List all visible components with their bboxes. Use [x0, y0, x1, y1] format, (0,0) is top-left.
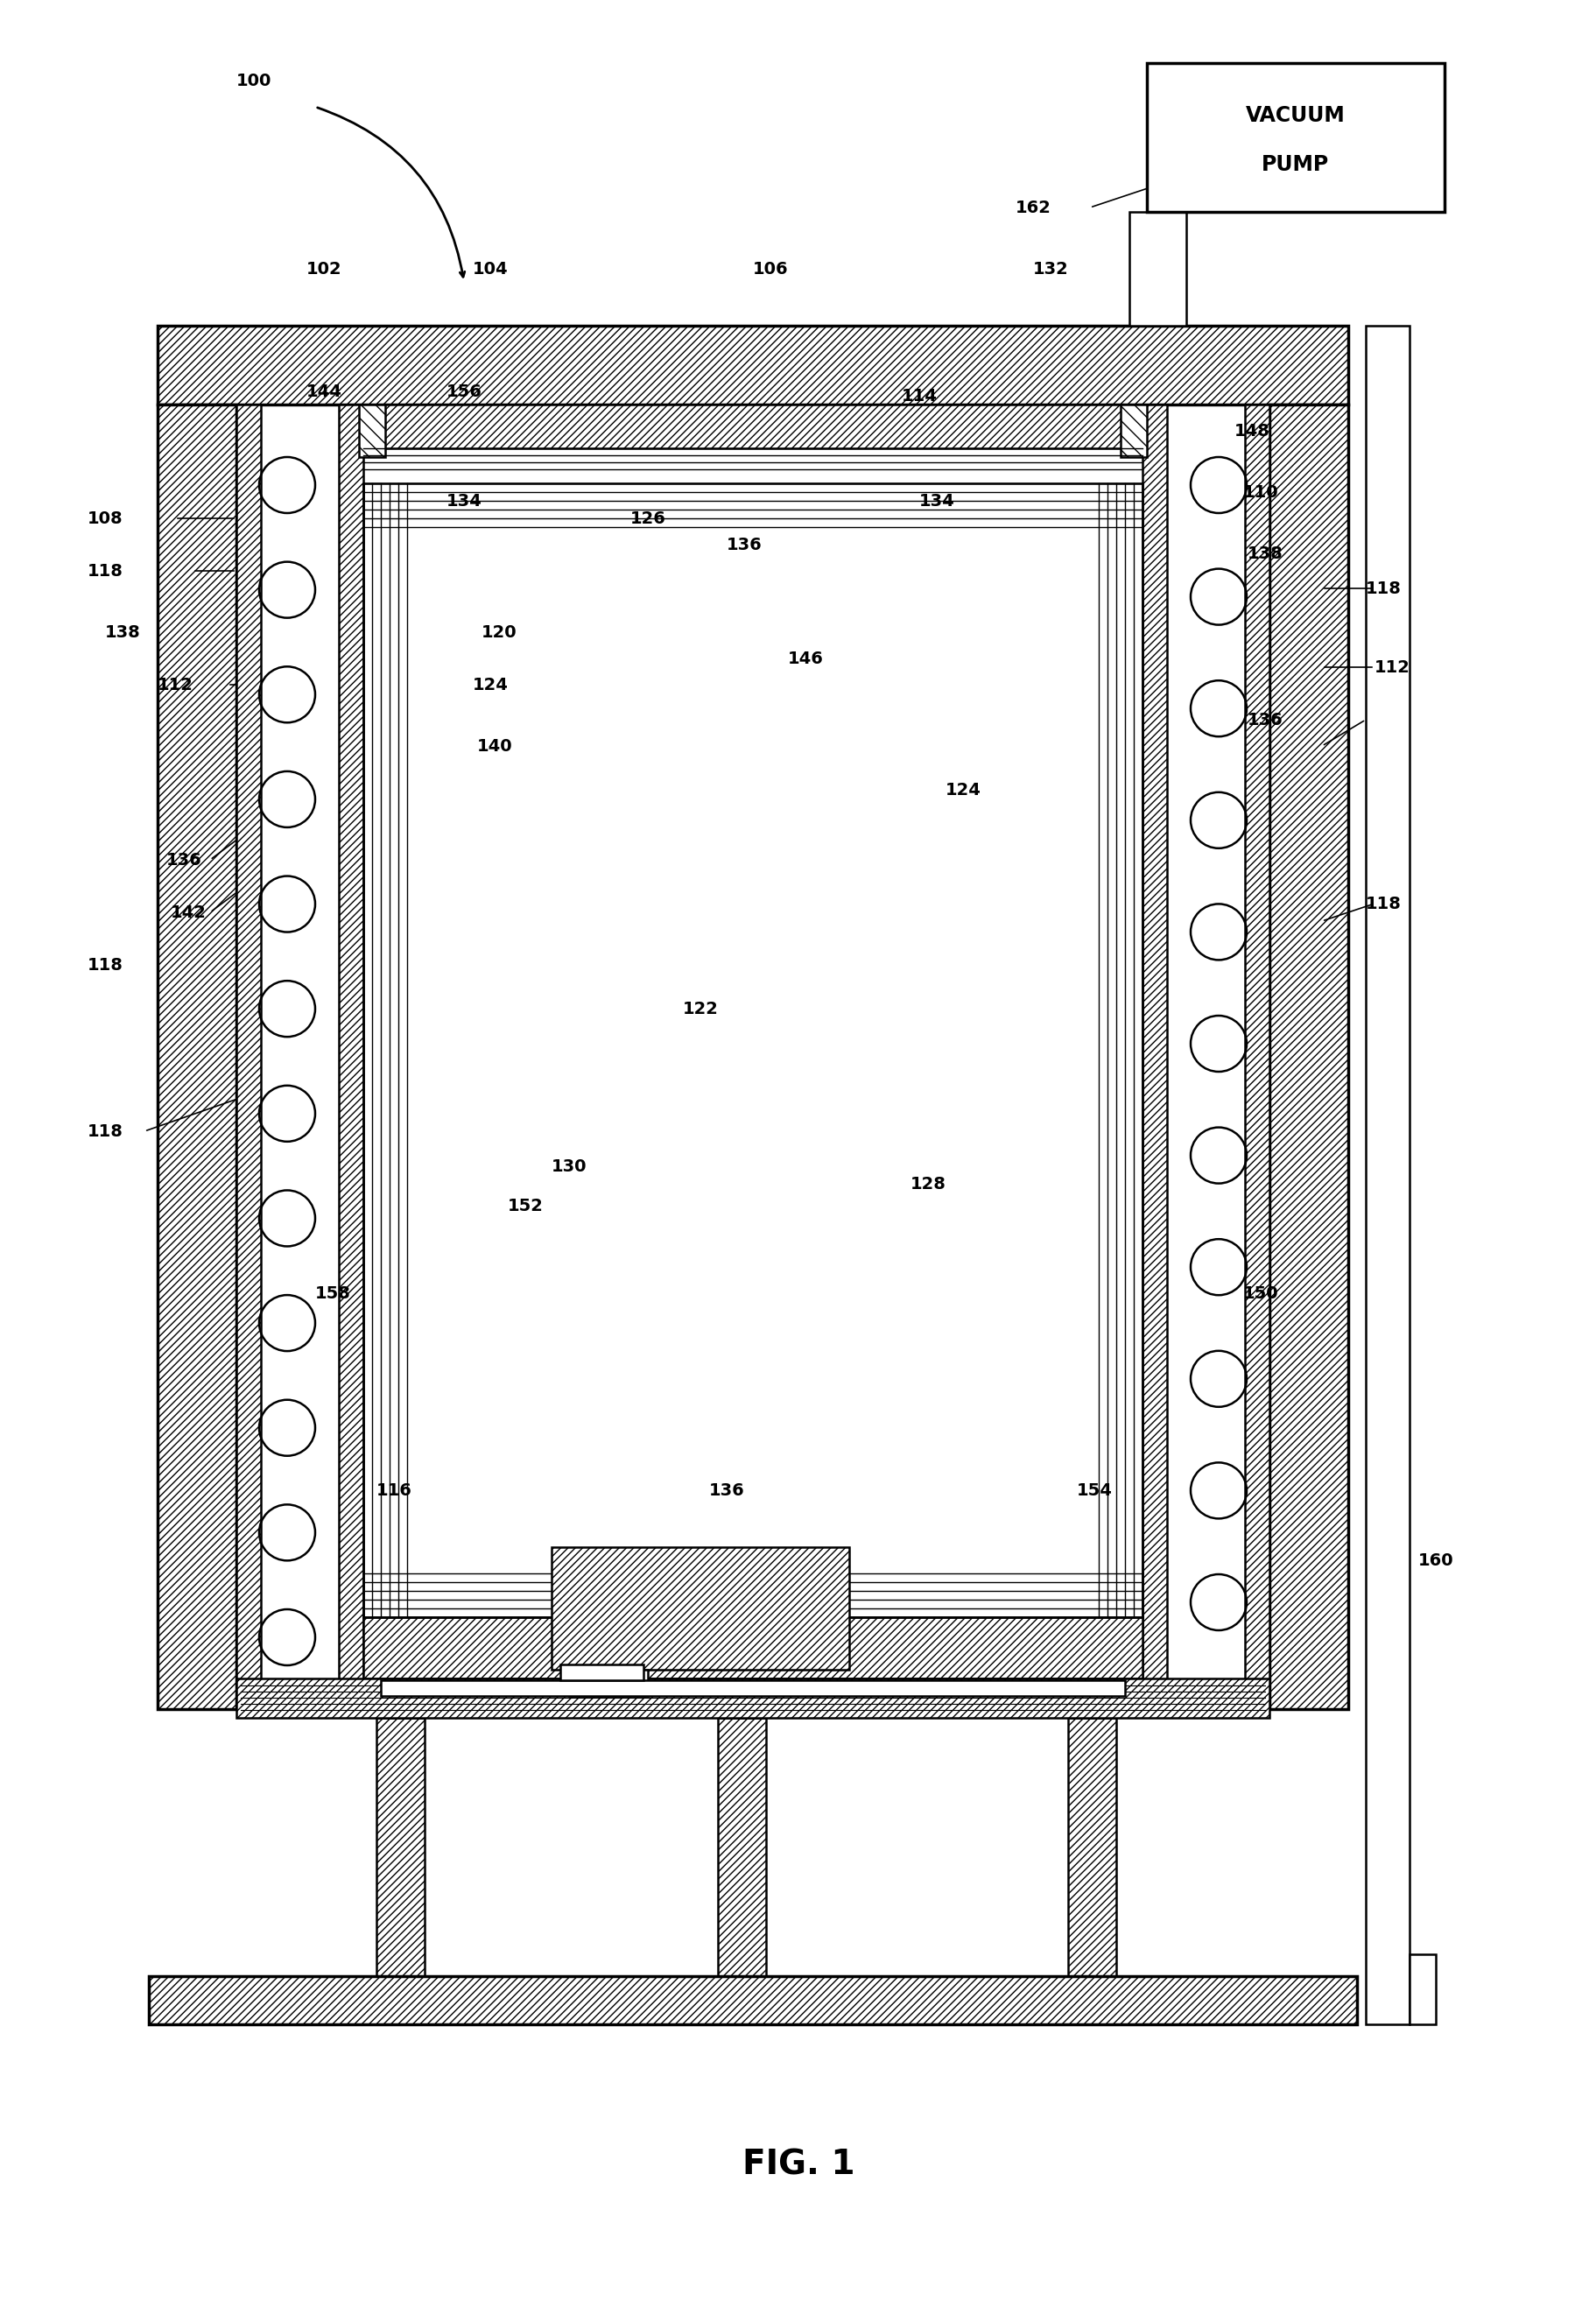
Text: 126: 126: [629, 511, 666, 527]
Text: 136: 136: [1246, 711, 1282, 729]
Text: 144: 144: [306, 383, 342, 399]
Bar: [1120, 404, 1146, 457]
Text: 118: 118: [88, 562, 123, 578]
Text: 104: 104: [472, 260, 508, 276]
Bar: [560, 1665, 643, 1681]
Bar: [1146, 63, 1444, 211]
Text: 160: 160: [1417, 1551, 1452, 1570]
Bar: [718, 1718, 766, 1981]
Text: 118: 118: [88, 957, 123, 973]
Text: 140: 140: [477, 738, 512, 755]
Bar: [158, 404, 236, 1709]
Text: 134: 134: [918, 492, 954, 509]
Text: VACUUM: VACUUM: [1245, 104, 1345, 125]
Bar: [1068, 1718, 1116, 1981]
Text: 162: 162: [1015, 200, 1050, 216]
Text: 150: 150: [1242, 1284, 1278, 1303]
Bar: [236, 404, 260, 1709]
Text: 116: 116: [377, 1481, 412, 1498]
Text: 158: 158: [314, 1284, 351, 1303]
Text: 124: 124: [945, 783, 980, 799]
Bar: [236, 1679, 1269, 1718]
Bar: [359, 404, 385, 457]
Text: 124: 124: [472, 676, 508, 692]
Bar: [338, 404, 364, 1709]
Text: 108: 108: [88, 511, 123, 527]
Text: 146: 146: [787, 650, 824, 666]
Text: 118: 118: [1365, 896, 1400, 913]
Text: 118: 118: [88, 1124, 123, 1140]
Text: 154: 154: [1076, 1481, 1112, 1498]
Text: 136: 136: [166, 852, 201, 868]
Text: 112: 112: [1374, 659, 1409, 676]
Text: 156: 156: [445, 383, 482, 399]
Bar: [1128, 211, 1186, 325]
Text: 138: 138: [105, 625, 140, 641]
Text: 142: 142: [171, 903, 206, 920]
Text: 132: 132: [1033, 260, 1068, 276]
Text: 130: 130: [551, 1159, 586, 1175]
Bar: [364, 483, 1141, 1616]
Bar: [1409, 1955, 1435, 2025]
Bar: [377, 1718, 425, 1981]
Text: 148: 148: [1234, 423, 1269, 439]
Bar: [1245, 404, 1269, 1709]
Text: FIG. 1: FIG. 1: [742, 2148, 854, 2180]
Text: 120: 120: [480, 625, 517, 641]
Text: 138: 138: [1246, 546, 1282, 562]
Bar: [380, 1681, 1124, 1695]
Bar: [148, 1976, 1357, 2025]
Bar: [551, 1546, 849, 1670]
Bar: [568, 1670, 648, 1695]
Text: 106: 106: [752, 260, 788, 276]
Bar: [1141, 404, 1167, 1709]
Text: 134: 134: [445, 492, 482, 509]
Text: 152: 152: [508, 1198, 543, 1214]
Text: 102: 102: [306, 260, 342, 276]
Bar: [364, 1616, 1141, 1679]
Text: 110: 110: [1242, 483, 1278, 499]
Text: 136: 136: [709, 1481, 744, 1498]
Text: 112: 112: [156, 676, 193, 692]
Text: 100: 100: [236, 72, 271, 88]
Text: 122: 122: [681, 1001, 718, 1017]
Bar: [158, 325, 1347, 404]
Text: 114: 114: [900, 388, 937, 404]
Text: 136: 136: [726, 536, 761, 553]
Bar: [1365, 325, 1409, 2025]
Text: 128: 128: [910, 1175, 945, 1191]
Text: 118: 118: [1365, 580, 1400, 597]
Text: PUMP: PUMP: [1261, 153, 1329, 174]
Bar: [377, 404, 1128, 448]
Bar: [1269, 404, 1347, 1709]
